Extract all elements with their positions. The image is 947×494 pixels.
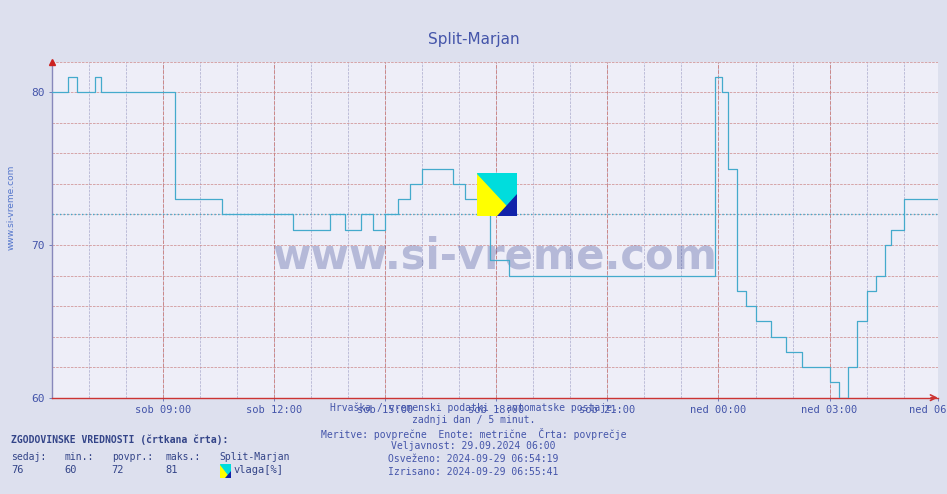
Polygon shape (477, 172, 517, 216)
Text: www.si-vreme.com: www.si-vreme.com (273, 236, 717, 278)
Text: www.si-vreme.com: www.si-vreme.com (7, 165, 16, 250)
Text: min.:: min.: (64, 452, 94, 462)
Text: vlaga[%]: vlaga[%] (234, 465, 284, 475)
Text: zadnji dan / 5 minut.: zadnji dan / 5 minut. (412, 415, 535, 425)
Text: ZGODOVINSKE VREDNOSTI (črtkana črta):: ZGODOVINSKE VREDNOSTI (črtkana črta): (11, 434, 229, 445)
Text: Hrvaška / vremenski podatki - avtomatske postaje.: Hrvaška / vremenski podatki - avtomatske… (330, 403, 617, 413)
Text: Izrisano: 2024-09-29 06:55:41: Izrisano: 2024-09-29 06:55:41 (388, 467, 559, 477)
Polygon shape (220, 464, 231, 478)
Text: povpr.:: povpr.: (112, 452, 152, 462)
Polygon shape (497, 195, 517, 216)
Text: Osveženo: 2024-09-29 06:54:19: Osveženo: 2024-09-29 06:54:19 (388, 454, 559, 464)
Polygon shape (477, 172, 517, 216)
Text: 76: 76 (11, 465, 24, 475)
Text: 72: 72 (112, 465, 124, 475)
Text: Meritve: povprečne  Enote: metrične  Črta: povprečje: Meritve: povprečne Enote: metrične Črta:… (321, 428, 626, 440)
Text: sedaj:: sedaj: (11, 452, 46, 462)
Text: 81: 81 (166, 465, 178, 475)
Polygon shape (220, 464, 231, 478)
Text: maks.:: maks.: (166, 452, 201, 462)
Polygon shape (225, 471, 231, 478)
Text: Split-Marjan: Split-Marjan (428, 32, 519, 47)
Text: Split-Marjan: Split-Marjan (220, 452, 290, 462)
Text: Veljavnost: 29.09.2024 06:00: Veljavnost: 29.09.2024 06:00 (391, 441, 556, 451)
Text: 60: 60 (64, 465, 77, 475)
